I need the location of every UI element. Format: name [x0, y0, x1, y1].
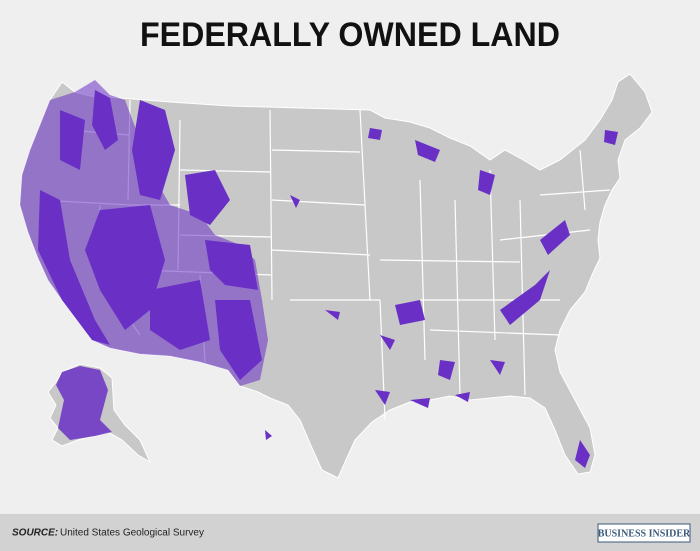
- federal-land: [60, 110, 85, 170]
- footer-bar: [0, 514, 700, 551]
- brand: BUSINESS INSIDER: [598, 528, 691, 539]
- federal-land: [150, 280, 210, 350]
- federal-land: [85, 205, 165, 330]
- map: [19, 73, 653, 479]
- federal-land: [38, 190, 110, 345]
- federal-land: [205, 240, 258, 290]
- federal-land: [215, 300, 262, 380]
- federal-land: [132, 100, 175, 200]
- source-label: SOURCE:: [12, 528, 58, 539]
- federal-land: [56, 366, 112, 440]
- federal-land: [92, 90, 118, 150]
- source: United States Geological Survey: [60, 528, 204, 539]
- title: FEDERALLY OWNED LAND: [140, 16, 560, 54]
- federal-land: [185, 170, 230, 225]
- brand-box: [597, 523, 691, 543]
